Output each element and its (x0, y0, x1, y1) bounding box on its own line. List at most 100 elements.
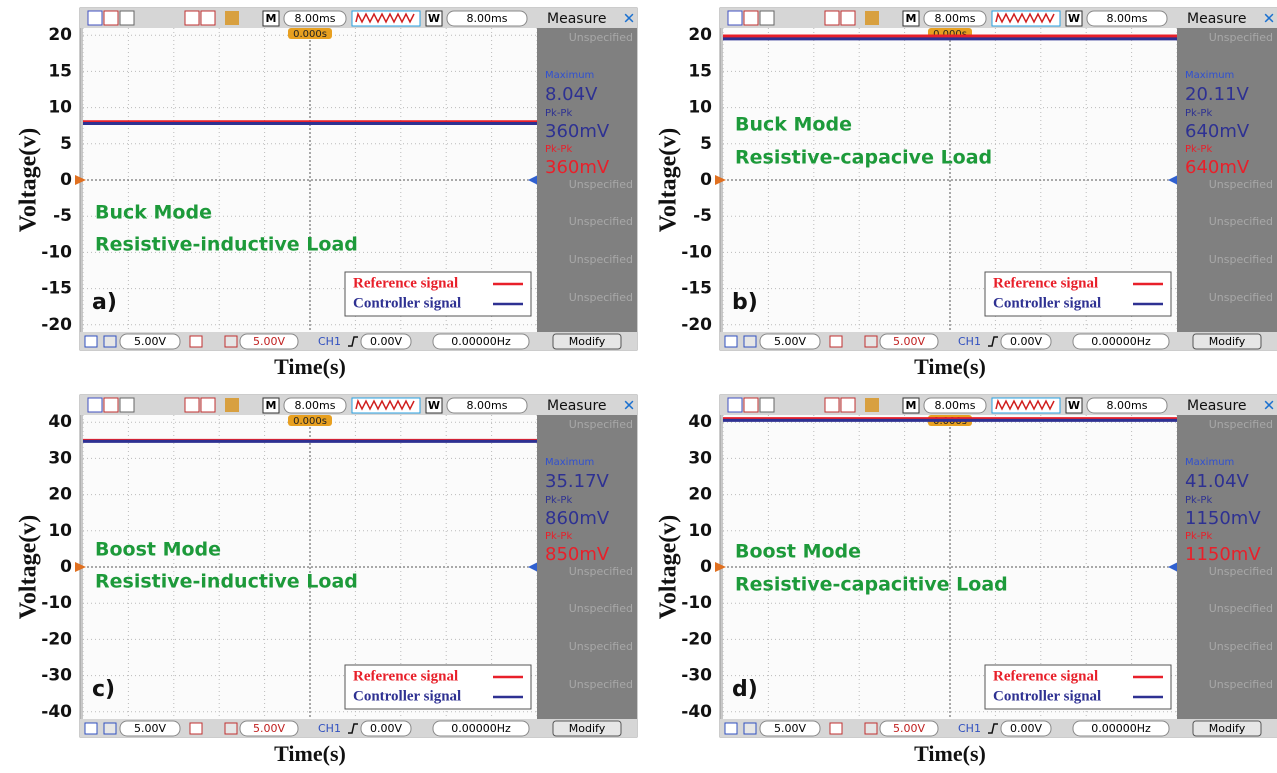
ch1-scale: 5.00V (134, 722, 166, 735)
annotation: Buck Mode (735, 114, 852, 136)
w-label: W (428, 399, 440, 412)
y-tick-label: 40 (48, 412, 72, 432)
y-tick-label: -30 (41, 666, 72, 686)
pkpk-label: Pk-Pk (545, 531, 572, 542)
annotation: Resistive-capacive Load (735, 147, 992, 169)
unspecified: Unspecified (569, 178, 633, 191)
toolbar-icon (841, 398, 855, 412)
toolbar-icon (120, 11, 134, 25)
ch1-scale: 5.00V (774, 335, 806, 348)
maximum-label: Maximum (1185, 457, 1234, 468)
unspecified: Unspecified (1209, 418, 1273, 431)
window-graphic (992, 11, 1060, 26)
maximum-value: 41.04V (1185, 471, 1250, 492)
ch1-scale: 5.00V (134, 335, 166, 348)
maximum-value: 8.04V (545, 84, 598, 105)
y-tick-label: 30 (688, 448, 712, 468)
unspecified: Unspecified (1209, 291, 1273, 304)
y-tick-label: 20 (48, 25, 72, 45)
measure-title: Measure (547, 398, 607, 414)
m-label: M (906, 12, 917, 25)
x-axis-label: Time(s) (914, 354, 986, 379)
trigger-level: 0.00V (1010, 335, 1042, 348)
window: 8.00ms (467, 399, 508, 412)
ch-icon (744, 336, 756, 347)
y-axis-label: Voltage(v) (16, 128, 42, 232)
toolbar-icon (744, 11, 758, 25)
ch-icon (225, 336, 237, 347)
toolbar-icon (201, 11, 215, 25)
timebase: 8.00ms (295, 12, 336, 25)
toolbar-icon (225, 398, 239, 412)
window-graphic (992, 398, 1060, 413)
unspecified: Unspecified (1209, 253, 1273, 266)
toolbar-icon (88, 398, 102, 412)
annotation: Buck Mode (95, 202, 212, 224)
ch2-scale: 5.00V (253, 722, 285, 735)
dc-icon (190, 336, 202, 347)
y-tick-label: 0 (700, 557, 712, 577)
unspecified: Unspecified (1209, 565, 1273, 578)
unspecified: Unspecified (1209, 602, 1273, 615)
y-tick-label: -5 (53, 206, 72, 226)
close-icon: ✕ (1263, 10, 1276, 28)
unspecified: Unspecified (569, 291, 633, 304)
y-tick-label: 10 (48, 98, 72, 118)
y-tick-label: 20 (688, 25, 712, 45)
toolbar-icon (865, 398, 879, 412)
timebase: 8.00ms (295, 399, 336, 412)
legend-label: Reference signal (353, 275, 458, 291)
close-icon: ✕ (623, 397, 636, 415)
pkpk-label: Pk-Pk (1185, 108, 1212, 119)
x-axis-label: Time(s) (274, 741, 346, 766)
ch2-scale: 5.00V (893, 335, 925, 348)
legend-label: Reference signal (353, 668, 458, 684)
y-tick-label: 40 (688, 412, 712, 432)
panel-label: b) (732, 290, 758, 315)
ch-icon (744, 723, 756, 734)
window: 8.00ms (1107, 399, 1148, 412)
panel-label: c) (92, 677, 115, 702)
toolbar-icon (104, 11, 118, 25)
annotation: Resistive-inductive Load (95, 234, 358, 256)
measure-title: Measure (547, 11, 607, 27)
toolbar-icon (760, 398, 774, 412)
maximum-label: Maximum (545, 457, 594, 468)
legend-label: Reference signal (993, 668, 1098, 684)
pkpk-label: Pk-Pk (545, 144, 572, 155)
w-label: W (1068, 12, 1080, 25)
y-tick-label: -20 (41, 315, 72, 335)
panel-label: a) (92, 290, 117, 315)
pkpk-value: 640mV (1185, 121, 1250, 142)
legend-label: Controller signal (353, 295, 461, 311)
toolbar-icon (120, 398, 134, 412)
pkpk-value: 1150mV (1185, 508, 1261, 529)
unspecified: Unspecified (569, 215, 633, 228)
annotation: Boost Mode (95, 539, 221, 561)
legend-label: Controller signal (993, 688, 1101, 704)
y-tick-label: 15 (48, 61, 72, 81)
unspecified: Unspecified (569, 565, 633, 578)
unspecified: Unspecified (1209, 678, 1273, 691)
annotation: Resistive-capacitive Load (735, 574, 1008, 596)
y-tick-label: 5 (700, 134, 712, 154)
x-axis-label: Time(s) (274, 354, 346, 379)
unspecified: Unspecified (569, 253, 633, 266)
panel: M8.00msW8.00ms20151050-5-10-15-200.000sM… (16, 8, 638, 379)
unspecified: Unspecified (569, 640, 633, 653)
ch1-scale: 5.00V (774, 722, 806, 735)
y-tick-label: -10 (41, 593, 72, 613)
unspecified: Unspecified (1209, 215, 1273, 228)
m-label: M (266, 12, 277, 25)
toolbar-icon (825, 398, 839, 412)
x-axis-label: Time(s) (914, 741, 986, 766)
y-tick-label: -40 (681, 702, 712, 722)
dc-icon (85, 336, 97, 347)
pkpk-value: 850mV (545, 544, 610, 565)
y-tick-label: -40 (41, 702, 72, 722)
pkpk-label: Pk-Pk (1185, 144, 1212, 155)
y-tick-label: -10 (41, 242, 72, 262)
frequency: 0.00000Hz (1091, 335, 1151, 348)
page: M8.00msW8.00ms20151050-5-10-15-200.000sM… (0, 0, 1277, 773)
